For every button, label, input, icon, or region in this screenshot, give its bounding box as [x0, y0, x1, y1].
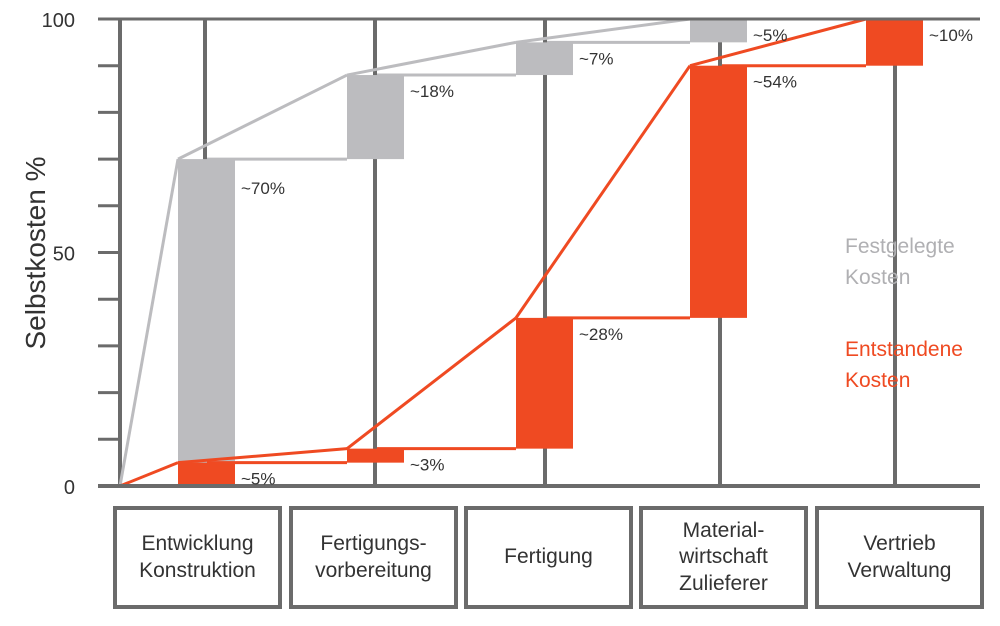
bar: [347, 448, 404, 463]
cumulative-line: [689, 17, 867, 68]
category-box: Entwicklung Konstruktion: [113, 506, 282, 609]
legend-entry: Festgelegte: [845, 235, 955, 258]
category-label: Vertrieb Verwaltung: [847, 532, 952, 582]
bar: [178, 462, 235, 486]
bar: [516, 317, 573, 449]
entstandene-kosten-bars: [178, 19, 923, 486]
y-tick-label: 0: [64, 477, 75, 499]
data-label: ~28%: [579, 325, 623, 344]
category-label: Fertigungs- vorbereitung: [315, 532, 432, 582]
data-label: ~3%: [410, 456, 445, 475]
y-tick-label: 50: [53, 244, 75, 266]
category-box: Vertrieb Verwaltung: [815, 506, 984, 609]
legend-entry: Kosten: [845, 369, 910, 392]
legend: Festgelegte Kosten Entstandene Kosten: [845, 235, 963, 392]
festgelegte-kosten-bars: [178, 19, 747, 486]
cumulative-line: [177, 73, 348, 161]
y-tick-label: 100: [42, 10, 75, 32]
data-label: ~18%: [410, 82, 454, 101]
cumulative-line: [514, 64, 692, 319]
bar: [178, 159, 235, 486]
data-label: ~7%: [579, 49, 614, 68]
data-label: ~10%: [929, 26, 973, 45]
bar: [690, 65, 747, 318]
category-label: Fertigung: [504, 545, 593, 569]
cumulative-line: [119, 461, 179, 488]
data-labels: ~70% ~18% ~7% ~5% ~5% ~3% ~28% ~54% ~10%: [241, 26, 973, 489]
cumulative-line: [346, 40, 517, 77]
axes: 0 50 100: [42, 10, 980, 499]
bar: [866, 19, 923, 66]
category-box: Fertigungs- vorbereitung: [289, 506, 458, 609]
data-label: ~70%: [241, 179, 285, 198]
y-axis-label: Selbstkosten %: [20, 157, 51, 350]
data-label: ~54%: [753, 73, 797, 92]
category-label: Material- wirtschaft Zulieferer: [679, 519, 768, 595]
category-box: Fertigung: [464, 506, 633, 609]
category-label: Entwicklung Konstruktion: [139, 532, 256, 582]
cumulative-line: [118, 158, 180, 487]
cumulative-line: [177, 447, 348, 465]
bar: [347, 75, 404, 160]
legend-entry: Kosten: [845, 266, 910, 289]
cumulative-line: [346, 316, 517, 450]
category-box: Material- wirtschaft Zulieferer: [639, 506, 808, 609]
legend-entry: Entstandene: [845, 338, 963, 361]
data-label: ~5%: [753, 26, 788, 45]
data-label: ~5%: [241, 470, 276, 489]
cumulative-line: [515, 17, 691, 44]
bar: [690, 19, 747, 43]
bar: [516, 42, 573, 76]
